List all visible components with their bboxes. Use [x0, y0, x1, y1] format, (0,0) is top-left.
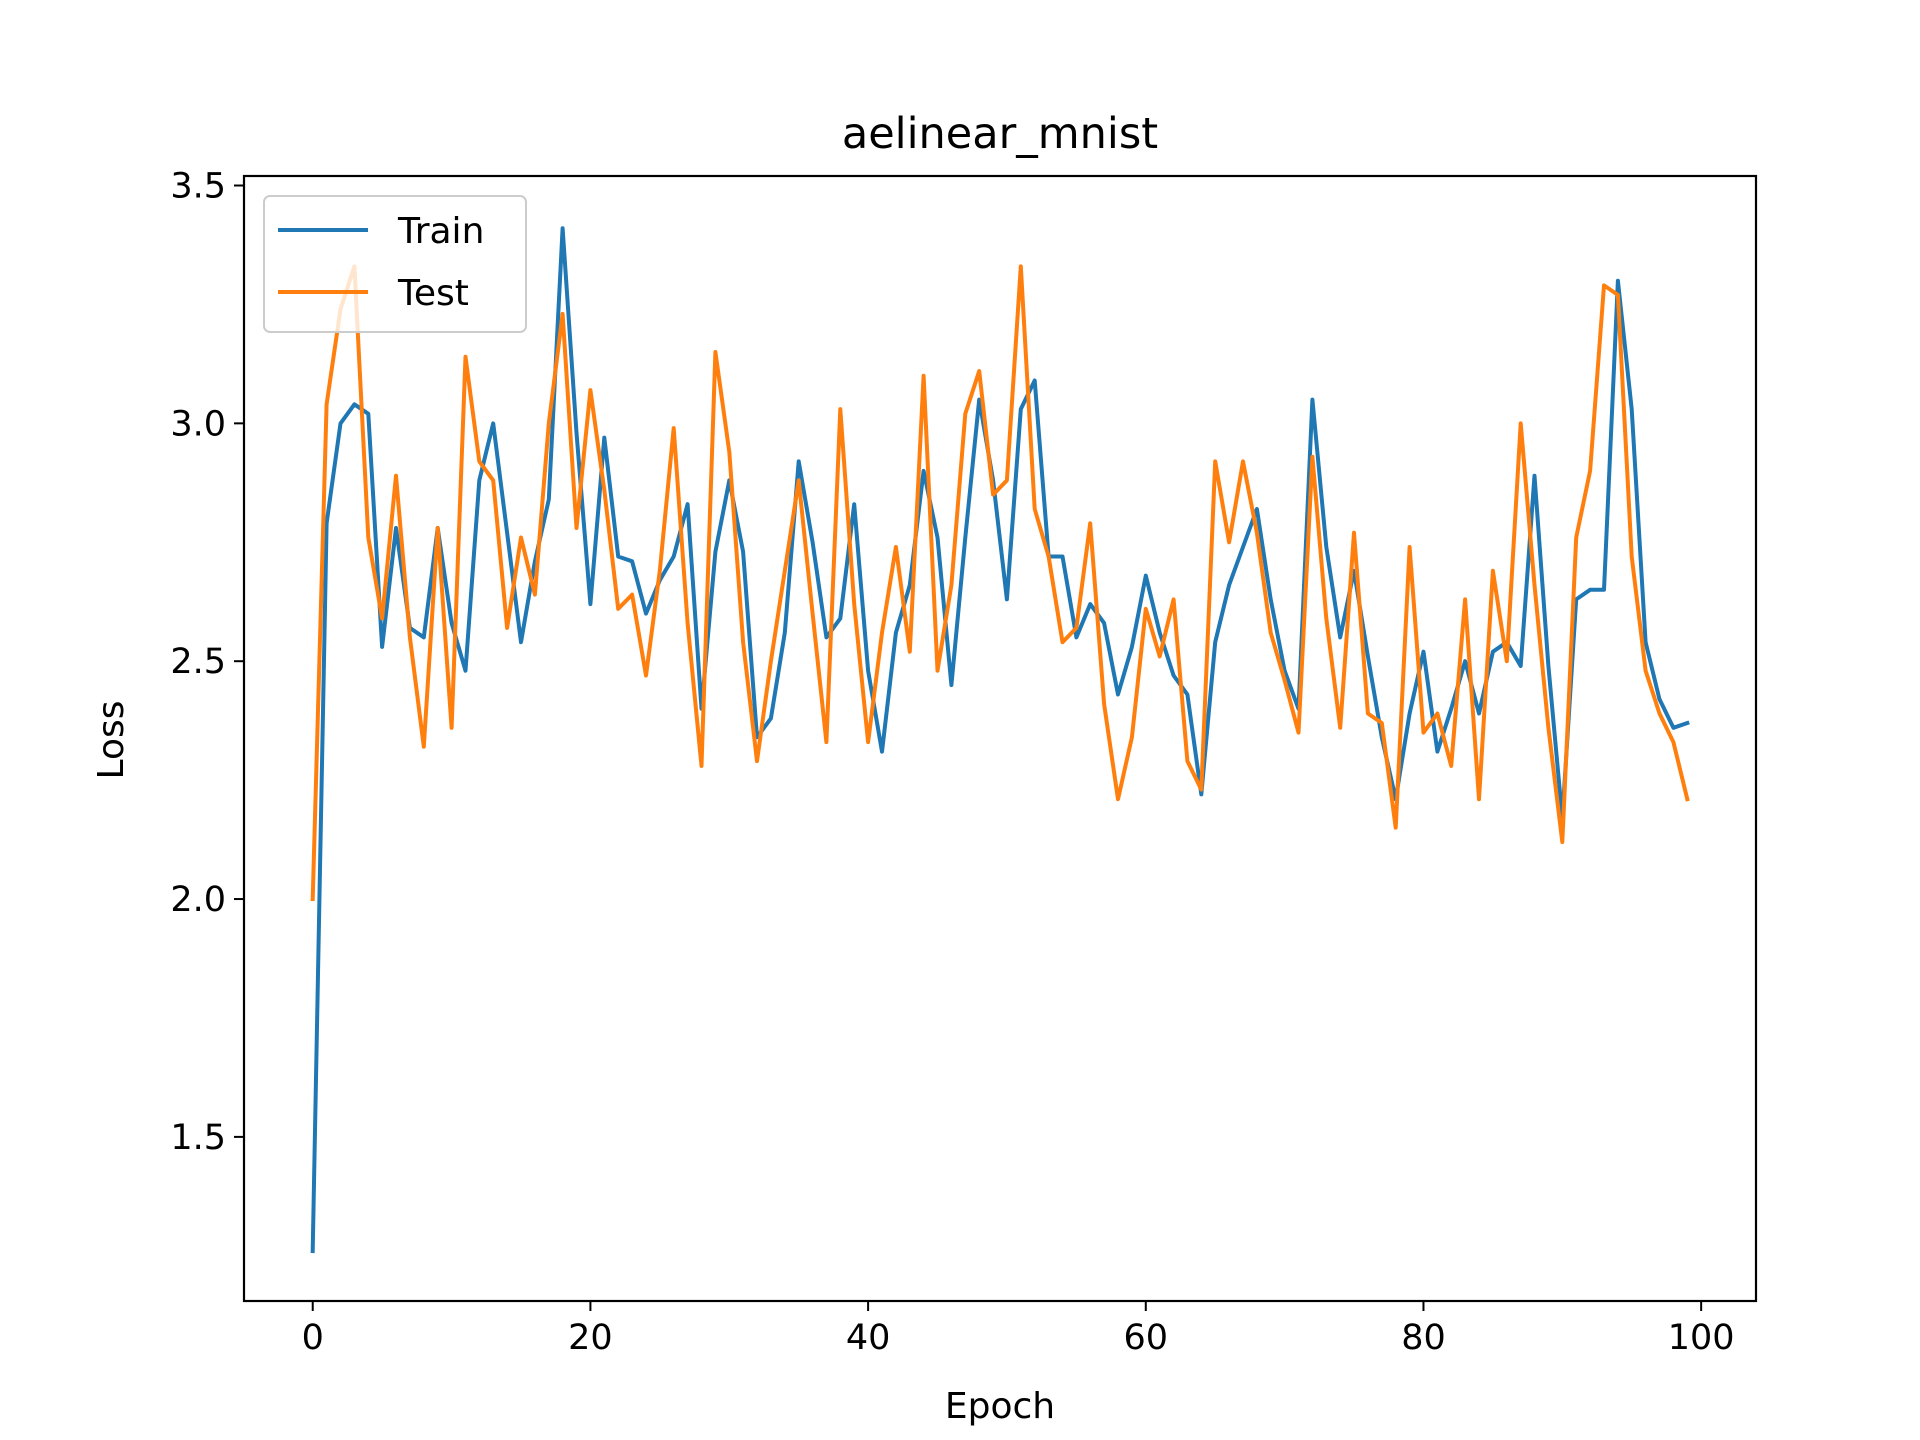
chart-title: aelinear_mnist: [842, 109, 1158, 159]
y-tick-label: 3.0: [170, 404, 226, 444]
series-layer: [310, 226, 1690, 1254]
plot-area-frame: [242, 174, 1758, 1303]
series-line-test: [310, 264, 1690, 902]
x-tick-label: 20: [568, 1318, 613, 1358]
x-tick-label: 60: [1124, 1318, 1169, 1358]
x-axis-label: Epoch: [945, 1386, 1055, 1427]
x-axis-ticks: 0 20 40 60 80 100: [302, 1301, 1735, 1358]
x-tick-label: 0: [302, 1318, 324, 1358]
y-axis-label: Loss: [91, 701, 132, 780]
legend: Train Test: [263, 195, 527, 333]
x-tick-label: 40: [846, 1318, 891, 1358]
y-tick-label: 1.5: [170, 1118, 226, 1158]
x-tick-label: 100: [1668, 1318, 1735, 1358]
y-tick-label: 2.5: [170, 642, 226, 682]
y-tick-label: 2.0: [170, 880, 226, 920]
y-axis-ticks: 1.5 2.0 2.5 3.0 3.5: [170, 167, 244, 1158]
legend-box: [263, 195, 527, 333]
legend-label-train: Train: [397, 211, 484, 252]
x-tick-label: 80: [1401, 1318, 1446, 1358]
y-tick-label: 3.5: [170, 167, 226, 207]
legend-label-test: Test: [397, 273, 469, 314]
